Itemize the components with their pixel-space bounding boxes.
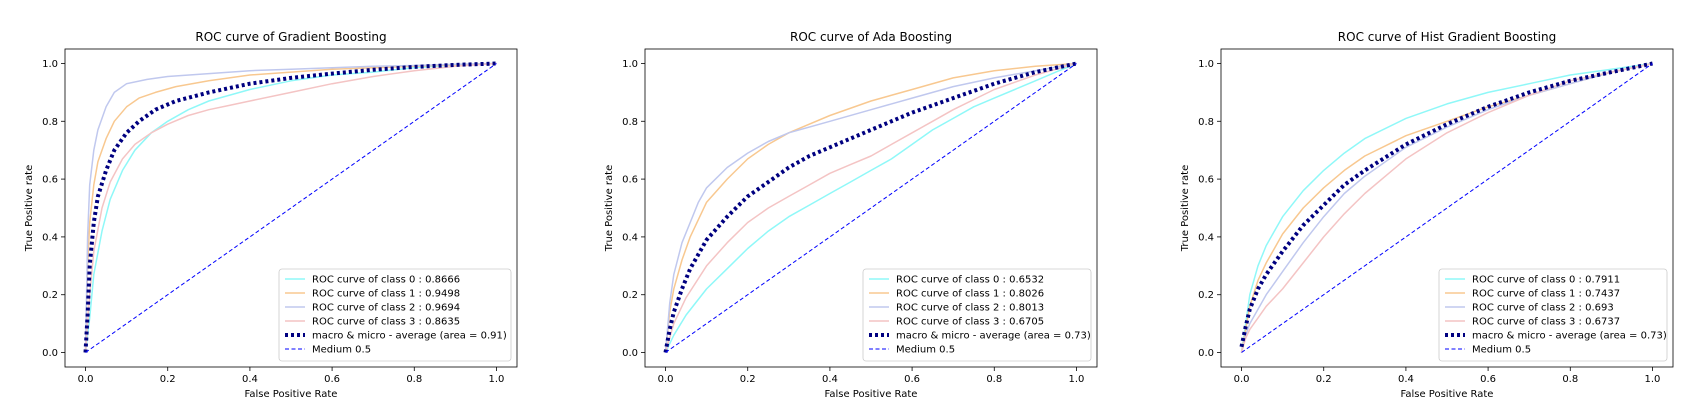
series-line-5 xyxy=(85,63,497,353)
x-tick-label: 0.8 xyxy=(406,374,422,385)
y-tick-label: 0.4 xyxy=(1198,232,1214,243)
legend-label: ROC curve of class 2 : 0.9694 xyxy=(312,303,460,314)
legend-label: Medium 0.5 xyxy=(1472,345,1531,356)
series-group xyxy=(83,61,497,353)
series-line-2 xyxy=(84,62,497,353)
series-line-3 xyxy=(84,62,497,353)
x-tick-label: 1.0 xyxy=(489,374,505,385)
plot-frame xyxy=(64,48,518,368)
legend-box xyxy=(1438,268,1668,362)
legend-label: ROC curve of class 1 : 0.8026 xyxy=(896,289,1044,300)
legend: ROC curve of class 0 : 0.7911 ROC curve o… xyxy=(1438,268,1668,362)
legend: ROC curve of class 0 : 0.8666 ROC curve o… xyxy=(278,268,512,362)
y-tick-label: 0.6 xyxy=(42,175,58,186)
x-tick-label: 0.2 xyxy=(160,374,176,385)
x-tick-label: 0.0 xyxy=(1234,374,1250,385)
chart-title: ROC curve of Gradient Boosting xyxy=(195,30,386,44)
legend-label: macro & micro - average (area = 0.73) xyxy=(1472,331,1667,342)
y-tick-label: 0.0 xyxy=(42,348,58,359)
chart-title: ROC curve of Hist Gradient Boosting xyxy=(1338,30,1556,44)
series-group xyxy=(663,61,1077,353)
series-line-1 xyxy=(664,62,1077,353)
y-tick-label: 0.0 xyxy=(622,348,638,359)
series-group xyxy=(1239,61,1653,353)
legend-label: ROC curve of class 2 : 0.8013 xyxy=(896,303,1044,314)
x-tick-label: 0.2 xyxy=(1316,374,1332,385)
x-tick-label: 0.6 xyxy=(1480,374,1496,385)
x-axis-label: False Positive Rate xyxy=(825,389,918,400)
series-line-0 xyxy=(1240,62,1653,353)
legend-box xyxy=(862,268,1092,362)
y-tick-label: 0.4 xyxy=(42,232,58,243)
x-tick-label: 0.6 xyxy=(904,374,920,385)
chart-panel-0: ROC curve of Gradient Boosting 0.0 0.2 0.4 0… xyxy=(24,30,518,400)
y-tick-label: 1.0 xyxy=(1198,59,1214,70)
series-line-4 xyxy=(83,61,497,353)
x-tick-label: 0.0 xyxy=(78,374,94,385)
plot-frame xyxy=(644,48,1098,368)
x-tick-label: 0.0 xyxy=(658,374,674,385)
legend-label: ROC curve of class 1 : 0.9498 xyxy=(312,289,460,300)
chart-panel-2: ROC curve of Hist Gradient Boosting 0.0 0.… xyxy=(1180,30,1674,400)
y-tick-label: 0.2 xyxy=(622,290,638,301)
x-tick-label: 1.0 xyxy=(1645,374,1661,385)
series-line-0 xyxy=(664,62,1077,353)
x-tick-label: 1.0 xyxy=(1069,374,1085,385)
y-tick-label: 0.8 xyxy=(1198,117,1214,128)
y-axis-label: True Positive rate xyxy=(1180,165,1191,252)
y-tick-label: 0.0 xyxy=(1198,348,1214,359)
legend-label: ROC curve of class 1 : 0.7437 xyxy=(1472,289,1620,300)
legend-label: ROC curve of class 3 : 0.6737 xyxy=(1472,317,1620,328)
legend-label: ROC curve of class 0 : 0.6532 xyxy=(896,275,1044,286)
series-line-4 xyxy=(663,61,1077,353)
legend-label: macro & micro - average (area = 0.73) xyxy=(896,331,1091,342)
series-line-4 xyxy=(1239,61,1653,348)
x-tick-label: 0.4 xyxy=(822,374,838,385)
y-tick-label: 0.8 xyxy=(42,117,58,128)
y-tick-label: 0.6 xyxy=(622,175,638,186)
series-line-5 xyxy=(1241,63,1653,353)
y-axis-label: True Positive rate xyxy=(24,165,35,252)
chart-panel-1: ROC curve of Ada Boosting 0.0 0.2 0.4 0.6 0.8… xyxy=(604,30,1098,400)
series-line-3 xyxy=(1240,62,1653,353)
y-tick-label: 0.8 xyxy=(622,117,638,128)
legend-label: ROC curve of class 2 : 0.693 xyxy=(1472,303,1614,314)
legend-label: macro & micro - average (area = 0.91) xyxy=(312,331,507,342)
series-line-3 xyxy=(664,62,1077,353)
x-tick-label: 0.8 xyxy=(1562,374,1578,385)
x-axis-label: False Positive Rate xyxy=(245,389,338,400)
x-tick-label: 0.8 xyxy=(986,374,1002,385)
x-tick-label: 0.4 xyxy=(242,374,258,385)
legend: ROC curve of class 0 : 0.6532 ROC curve o… xyxy=(862,268,1092,362)
y-tick-label: 0.6 xyxy=(1198,175,1214,186)
x-axis-label: False Positive Rate xyxy=(1401,389,1494,400)
legend-label: Medium 0.5 xyxy=(896,345,955,356)
y-tick-label: 0.4 xyxy=(622,232,638,243)
y-tick-label: 1.0 xyxy=(622,59,638,70)
y-tick-label: 1.0 xyxy=(42,59,58,70)
x-tick-label: 0.2 xyxy=(740,374,756,385)
legend-box xyxy=(278,268,512,362)
series-line-2 xyxy=(664,62,1077,353)
legend-label: ROC curve of class 0 : 0.8666 xyxy=(312,275,460,286)
legend-label: ROC curve of class 3 : 0.8635 xyxy=(312,317,460,328)
chart-title: ROC curve of Ada Boosting xyxy=(790,30,952,44)
legend-label: Medium 0.5 xyxy=(312,345,371,356)
y-axis-label: True Positive rate xyxy=(604,165,615,252)
x-tick-label: 0.6 xyxy=(324,374,340,385)
y-tick-label: 0.2 xyxy=(42,290,58,301)
x-tick-label: 0.4 xyxy=(1398,374,1414,385)
legend-label: ROC curve of class 3 : 0.6705 xyxy=(896,317,1044,328)
series-line-0 xyxy=(84,62,497,353)
y-tick-label: 0.2 xyxy=(1198,290,1214,301)
series-line-5 xyxy=(665,63,1077,353)
legend-label: ROC curve of class 0 : 0.7911 xyxy=(1472,275,1620,286)
plot-frame xyxy=(1220,48,1674,368)
